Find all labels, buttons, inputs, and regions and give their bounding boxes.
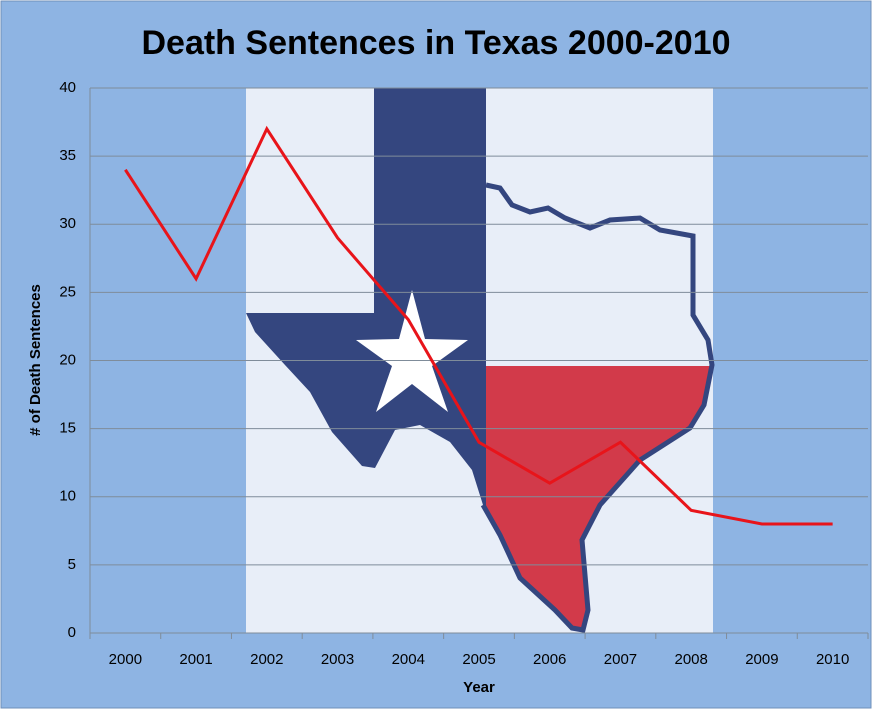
y-tick-label: 10 bbox=[59, 488, 76, 505]
y-tick-label: 35 bbox=[59, 147, 76, 164]
x-tick-label: 2000 bbox=[109, 651, 142, 668]
y-tick-label: 25 bbox=[59, 283, 76, 300]
y-tick-label: 5 bbox=[68, 556, 76, 573]
x-tick-label: 2007 bbox=[604, 651, 637, 668]
y-axis-label: # of Death Sentences bbox=[27, 284, 44, 436]
x-tick-label: 2002 bbox=[250, 651, 283, 668]
x-tick-label: 2003 bbox=[321, 651, 354, 668]
x-tick-label: 2010 bbox=[816, 651, 849, 668]
y-tick-label: 40 bbox=[59, 79, 76, 96]
chart-title: Death Sentences in Texas 2000-2010 bbox=[141, 24, 730, 62]
y-tick-label: 20 bbox=[59, 351, 76, 368]
y-tick-label: 0 bbox=[68, 624, 76, 641]
x-tick-label: 2001 bbox=[179, 651, 212, 668]
y-tick-label: 30 bbox=[59, 215, 76, 232]
x-tick-label: 2006 bbox=[533, 651, 566, 668]
x-tick-label: 2008 bbox=[674, 651, 707, 668]
texas-outline bbox=[480, 182, 715, 633]
x-tick-label: 2004 bbox=[392, 651, 425, 668]
x-axis-label: Year bbox=[463, 679, 495, 696]
data-line bbox=[124, 125, 833, 526]
x-tick-label: 2009 bbox=[745, 651, 778, 668]
x-tick-label: 2005 bbox=[462, 651, 495, 668]
y-tick-label: 15 bbox=[59, 420, 76, 437]
star bbox=[356, 290, 468, 412]
